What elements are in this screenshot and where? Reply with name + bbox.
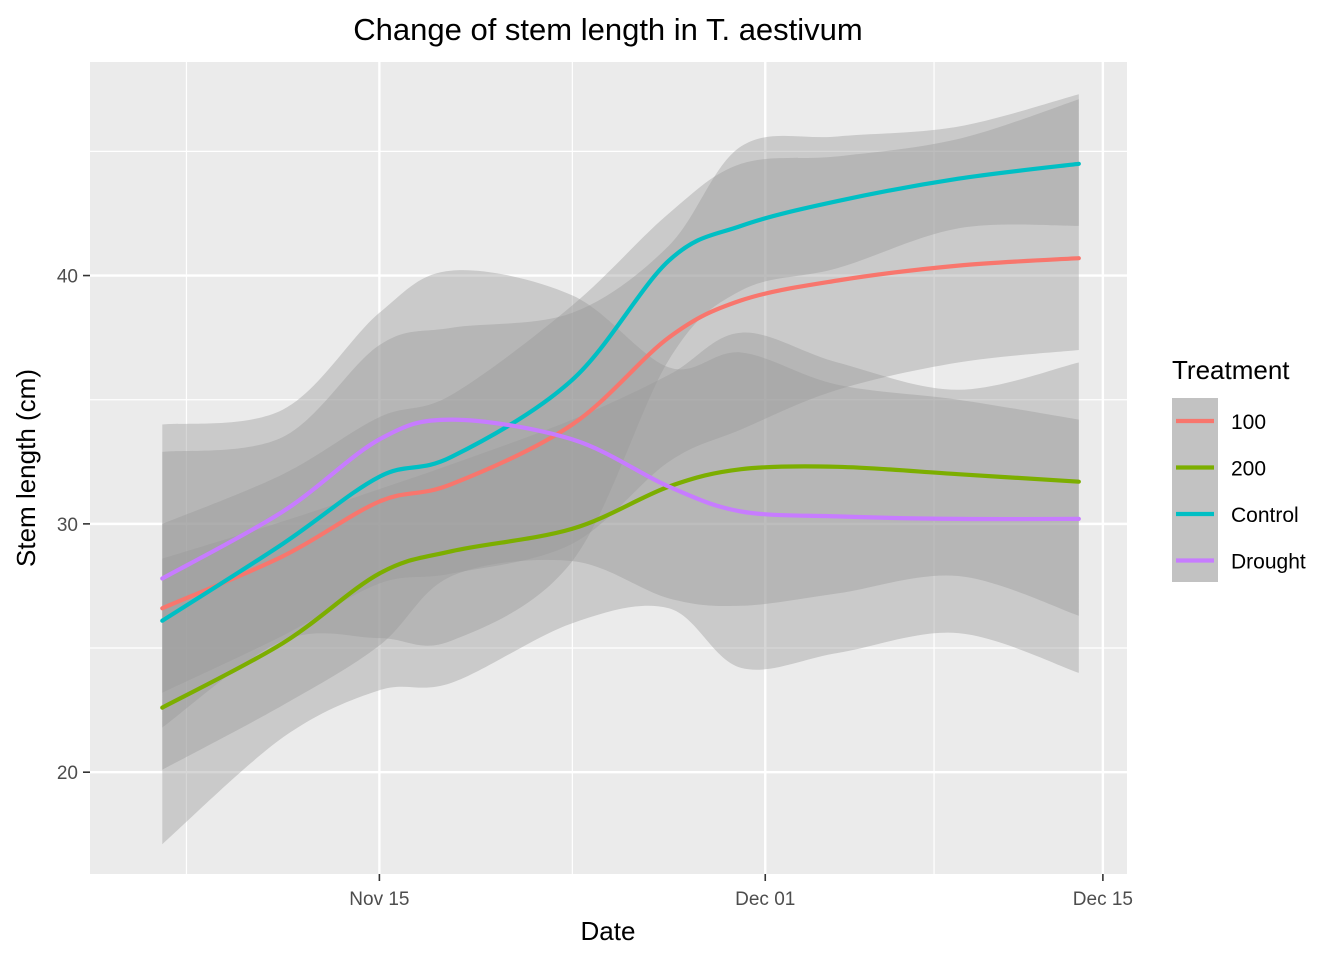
line-control: [160, 161, 1081, 623]
legend: Treatment 100 200 Control Drought: [1172, 355, 1306, 582]
band-100: [162, 99, 1079, 693]
y-tick-label: 30: [57, 515, 78, 536]
y-axis-ticks: 20 30 40: [57, 267, 90, 784]
series-lines: [160, 161, 1081, 710]
x-axis-ticks: Nov 15 Dec 01 Dec 15: [349, 874, 1133, 910]
x-axis-title: Date: [581, 916, 636, 946]
legend-label-drought: Drought: [1231, 551, 1306, 574]
band-200: [162, 332, 1079, 845]
legend-label-control: Control: [1231, 504, 1299, 527]
y-axis-title: Stem length (cm): [11, 369, 41, 567]
line-200: [160, 464, 1081, 710]
line-drought: [160, 417, 1081, 581]
legend-title: Treatment: [1172, 355, 1290, 385]
x-tick-label: Dec 01: [735, 889, 795, 910]
y-tick-label: 20: [57, 763, 78, 784]
line-100: [160, 256, 1081, 611]
legend-label-200: 200: [1231, 458, 1266, 481]
chart-title: Change of stem length in T. aestivum: [353, 12, 863, 47]
plot-panel: [90, 62, 1127, 874]
x-tick-label: Dec 15: [1073, 889, 1133, 910]
y-tick-label: 40: [57, 267, 78, 288]
x-tick-label: Nov 15: [349, 889, 409, 910]
legend-key-background: [1172, 398, 1218, 582]
legend-items: 100 200 Control Drought: [1176, 411, 1306, 574]
band-drought: [162, 270, 1079, 770]
minor-gridlines: [90, 62, 1127, 874]
legend-label-100: 100: [1231, 411, 1266, 434]
